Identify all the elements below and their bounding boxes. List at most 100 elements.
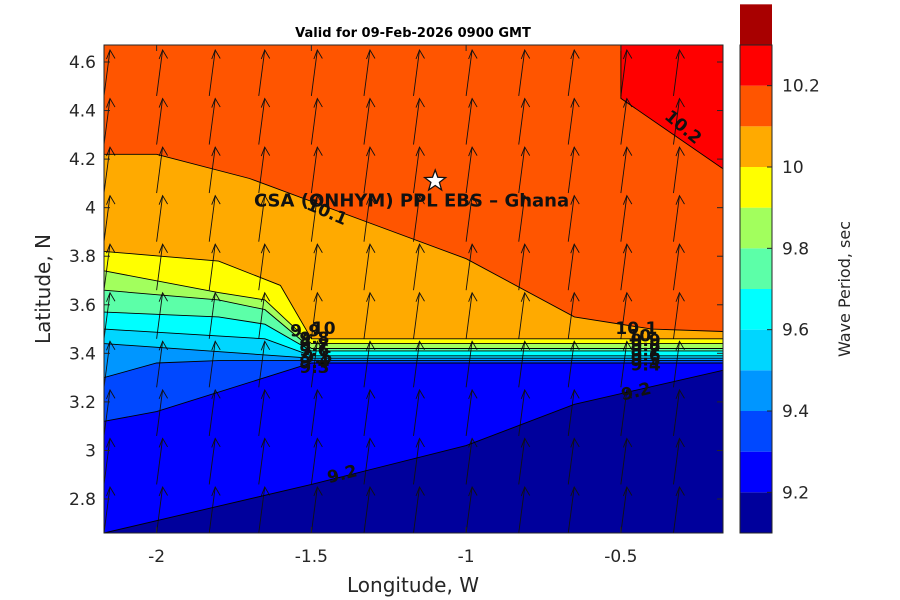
wave-arrow <box>310 437 323 485</box>
wave-arrow <box>518 340 531 388</box>
wave-direction-arrows <box>104 45 723 533</box>
colorbar-tick-label: 9.2 <box>782 483 809 503</box>
wave-arrow <box>413 485 425 533</box>
wave-arrow <box>620 146 633 194</box>
wave-arrow <box>722 286 723 291</box>
wave-arrow <box>310 146 323 194</box>
wave-arrow <box>673 45 674 46</box>
wave-arrow <box>620 291 633 339</box>
wave-arrow <box>673 291 685 339</box>
wave-arrow <box>104 146 116 194</box>
colorbar-swatch <box>740 45 772 86</box>
x-tick-label: -1.5 <box>295 547 328 567</box>
wave-arrow <box>258 45 260 46</box>
wave-arrow <box>518 194 531 242</box>
wave-arrow <box>208 146 221 194</box>
wave-arrow <box>363 97 376 145</box>
wave-arrow <box>310 48 323 97</box>
wave-arrow <box>620 194 633 242</box>
colorbar-swatch <box>740 126 772 167</box>
site-annotation: CSA (ONHYM) PPL EBS – Ghana <box>254 168 569 211</box>
wave-arrow <box>310 485 323 533</box>
colorbar-swatch <box>740 167 772 208</box>
wave-arrow <box>722 432 723 436</box>
site-label: CSA (ONHYM) PPL EBS – Ghana <box>254 190 569 211</box>
wave-arrow <box>156 45 158 46</box>
wave-arrow <box>722 335 723 339</box>
colorbar-swatch <box>740 370 772 411</box>
wave-arrow <box>465 388 478 436</box>
contour-label: 9.8 <box>631 336 661 356</box>
wave-arrow <box>567 97 580 145</box>
wave-arrow <box>104 48 116 97</box>
wave-arrow <box>208 291 221 339</box>
contour-line-9.9 <box>104 270 723 345</box>
y-tick-label: 3.2 <box>69 393 96 413</box>
wave-arrow <box>673 340 685 388</box>
colorbar-swatch <box>740 451 772 493</box>
wave-arrow <box>568 45 569 46</box>
wave-arrow <box>363 194 376 242</box>
contour-label: 9.4 <box>631 355 661 375</box>
wave-arrow <box>310 340 323 388</box>
filled-contours <box>104 45 723 533</box>
wave-arrow <box>518 146 531 194</box>
wave-arrow <box>465 194 478 242</box>
wave-arrow <box>310 291 323 339</box>
wave-arrow <box>258 48 271 97</box>
contour-line-10.1 <box>104 153 723 332</box>
wave-arrow <box>722 189 723 194</box>
wave-arrow <box>567 146 580 194</box>
wave-arrow <box>413 291 425 339</box>
wave-arrow <box>722 92 723 96</box>
x-axis-label: Longitude, W <box>347 573 479 597</box>
wave-arrow <box>722 383 723 388</box>
wave-arrow <box>363 48 376 97</box>
contour-line-9.2 <box>104 369 723 533</box>
wave-arrow <box>465 340 478 388</box>
wave-arrow <box>209 45 210 46</box>
wave-arrow <box>413 388 425 436</box>
y-tick-label: 3.6 <box>69 296 96 316</box>
contour-label: 9.9 <box>631 331 661 351</box>
colorbar-tick-label: 9.6 <box>782 321 809 341</box>
wave-arrow <box>363 243 376 291</box>
wave-arrow <box>567 243 580 291</box>
wave-arrow <box>620 97 633 145</box>
wave-arrow <box>567 437 580 485</box>
wave-arrow <box>518 97 531 145</box>
wave-arrow <box>413 48 425 97</box>
wave-arrow <box>518 291 531 339</box>
colorbar-swatch <box>740 4 772 46</box>
contour-label: 10.1 <box>615 319 657 339</box>
wave-arrow <box>258 97 271 145</box>
wave-arrow <box>518 485 531 533</box>
colorbar-tick-label: 10.2 <box>782 77 820 97</box>
wave-arrow <box>722 480 723 485</box>
wave-arrow <box>620 388 633 436</box>
wave-arrow <box>465 243 478 291</box>
wave-arrow <box>156 97 169 145</box>
y-tick-label: 4.4 <box>69 102 96 122</box>
wave-arrow <box>673 146 685 194</box>
wave-arrow <box>258 146 271 194</box>
y-axis-label: Latitude, N <box>31 234 55 344</box>
wave-arrow <box>104 97 116 145</box>
wave-arrow <box>567 340 580 388</box>
wave-arrow <box>673 243 685 291</box>
wave-arrow <box>156 291 169 339</box>
contour-label: 9.6 <box>631 346 661 366</box>
wave-arrow <box>258 388 271 436</box>
colorbar-tick-label: 10 <box>782 158 804 178</box>
x-tick-label: -0.5 <box>604 547 637 567</box>
wave-arrow <box>156 388 169 436</box>
wave-arrow <box>673 48 685 97</box>
wave-arrow <box>104 485 116 533</box>
colorbar-label: Wave Period, sec <box>835 221 854 357</box>
y-tick-label: 4 <box>85 199 96 219</box>
wave-arrow <box>620 45 622 46</box>
contour-label: 9.8 <box>299 329 329 349</box>
contour-label: 9.4 <box>299 353 329 373</box>
wave-arrow <box>258 194 271 242</box>
contour-label: 10 <box>312 319 336 339</box>
